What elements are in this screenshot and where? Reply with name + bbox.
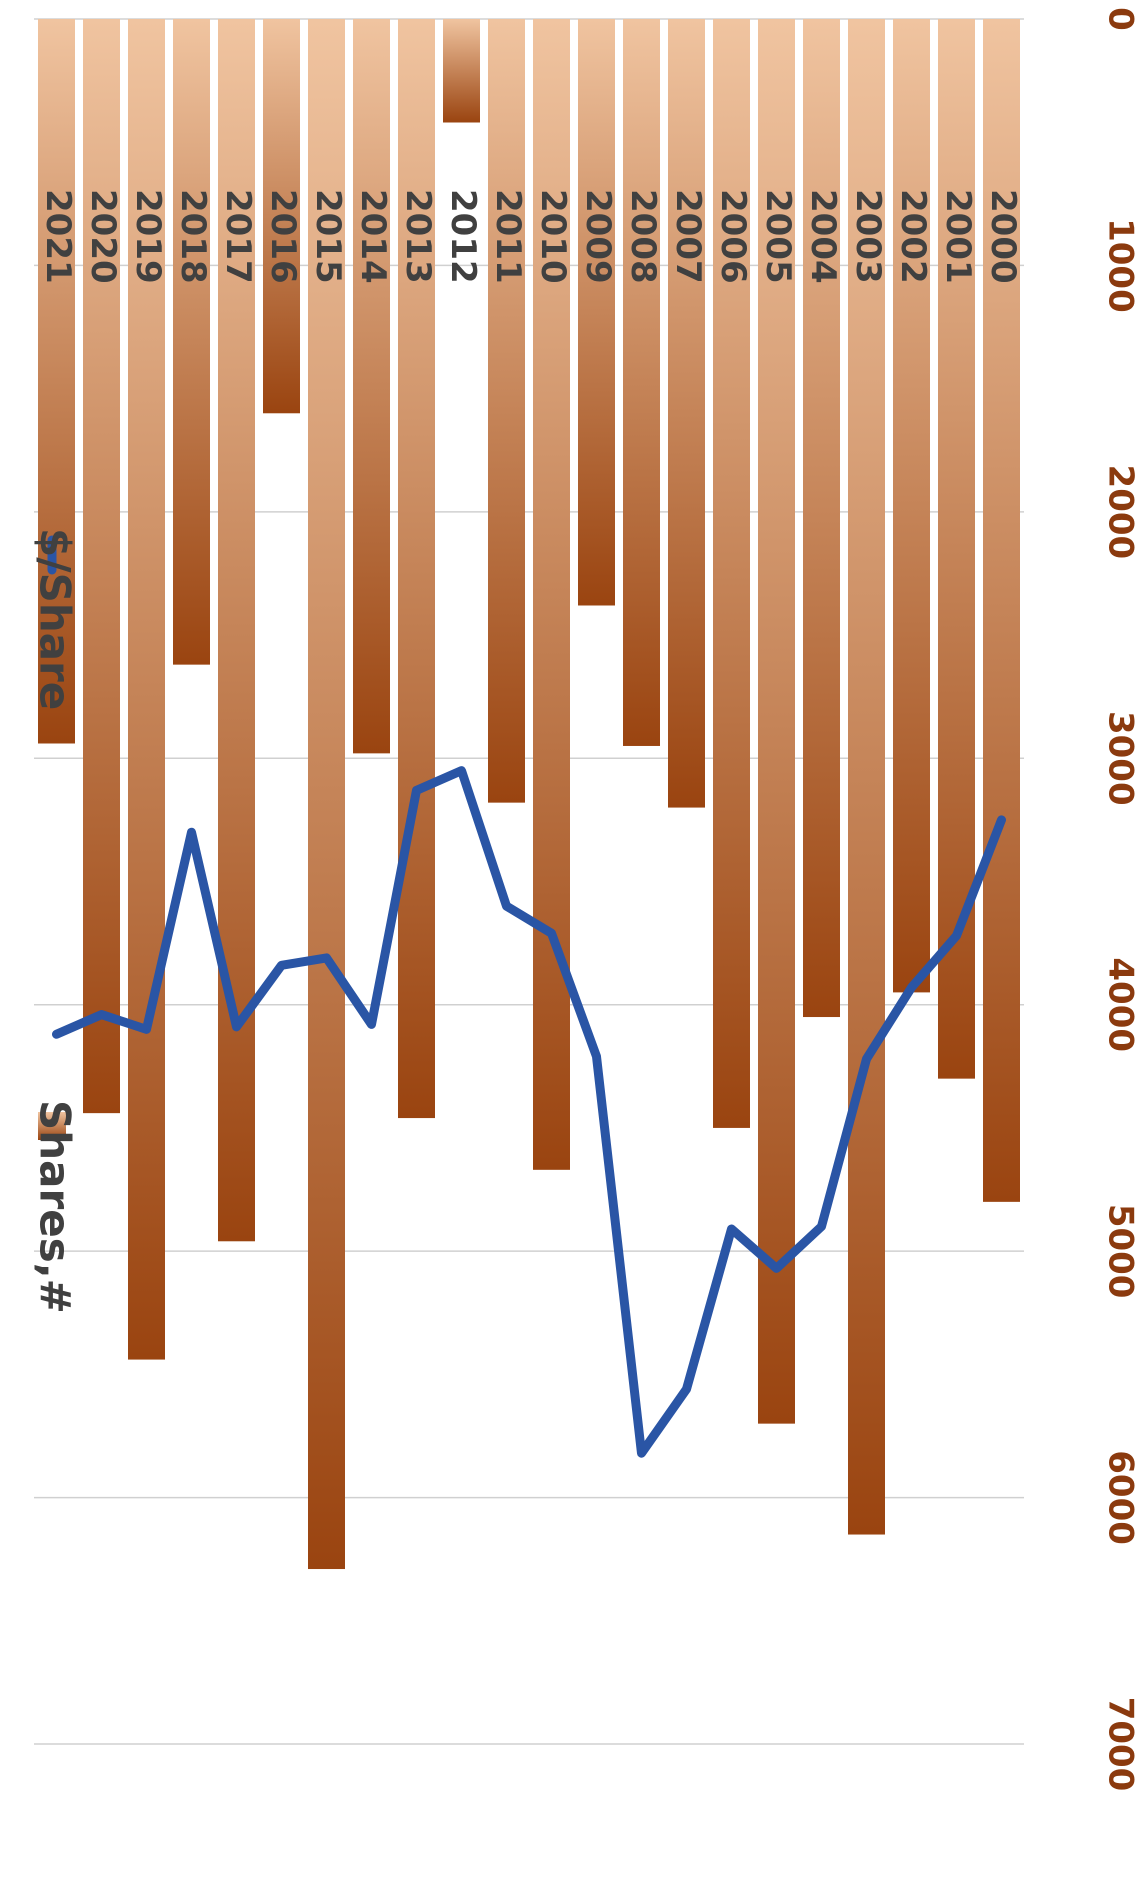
bar [488,19,525,803]
category-tick-label: 2002 [893,189,933,284]
primary-tick-label: 5000 [1101,1204,1141,1299]
category-tick-label: 2000 [983,189,1023,284]
bar [893,19,930,992]
primary-tick-label: 7000 [1101,1697,1141,1792]
category-tick-label: 2012 [443,189,483,284]
bar [938,19,975,1079]
bar [623,19,660,746]
legend-price-label: $/Share [31,528,80,710]
legend: Shares,# $/Share [31,528,80,1314]
category-tick-label: 2011 [488,189,528,284]
bar [578,19,615,606]
primary-tick-label: 1000 [1101,218,1141,313]
category-tick-label: 2009 [578,189,618,284]
category-tick-label: 2013 [398,189,438,284]
legend-shares-label: Shares,# [31,1100,80,1314]
bar [173,19,210,665]
primary-axis: 0 1000 2000 3000 4000 5000 6000 7000 [1101,7,1141,1791]
category-tick-label: 2021 [38,189,78,284]
bar [713,19,750,1128]
primary-tick-label: 6000 [1101,1450,1141,1545]
category-tick-label: 2007 [668,189,708,284]
category-tick-label: 2017 [218,189,258,284]
primary-tick-label: 0 [1101,7,1141,31]
category-tick-label: 2015 [308,189,348,284]
category-tick-label: 2019 [128,189,168,284]
bar [443,19,480,123]
bar [353,19,390,753]
category-tick-label: 2014 [353,189,393,284]
primary-tick-label: 3000 [1101,711,1141,806]
category-tick-label: 2004 [803,189,843,284]
category-tick-label: 2008 [623,189,663,284]
category-tick-label: 2018 [173,189,213,284]
primary-tick-label: 2000 [1101,465,1141,560]
category-tick-label: 2016 [263,189,303,284]
category-axis: 2000200120022003200420052006200720082009… [38,189,1023,284]
bar [398,19,435,1118]
bar [83,19,120,1113]
category-tick-label: 2005 [758,189,798,284]
primary-tick-label: 4000 [1101,957,1141,1052]
category-tick-label: 2010 [533,189,573,284]
bar [668,19,705,808]
category-tick-label: 2020 [83,189,123,284]
plot-group: 2000200120022003200420052006200720082009… [0,0,1141,1791]
bar [803,19,840,1017]
category-tick-label: 2003 [848,189,888,284]
category-tick-label: 2001 [938,189,978,284]
category-tick-label: 2006 [713,189,753,284]
